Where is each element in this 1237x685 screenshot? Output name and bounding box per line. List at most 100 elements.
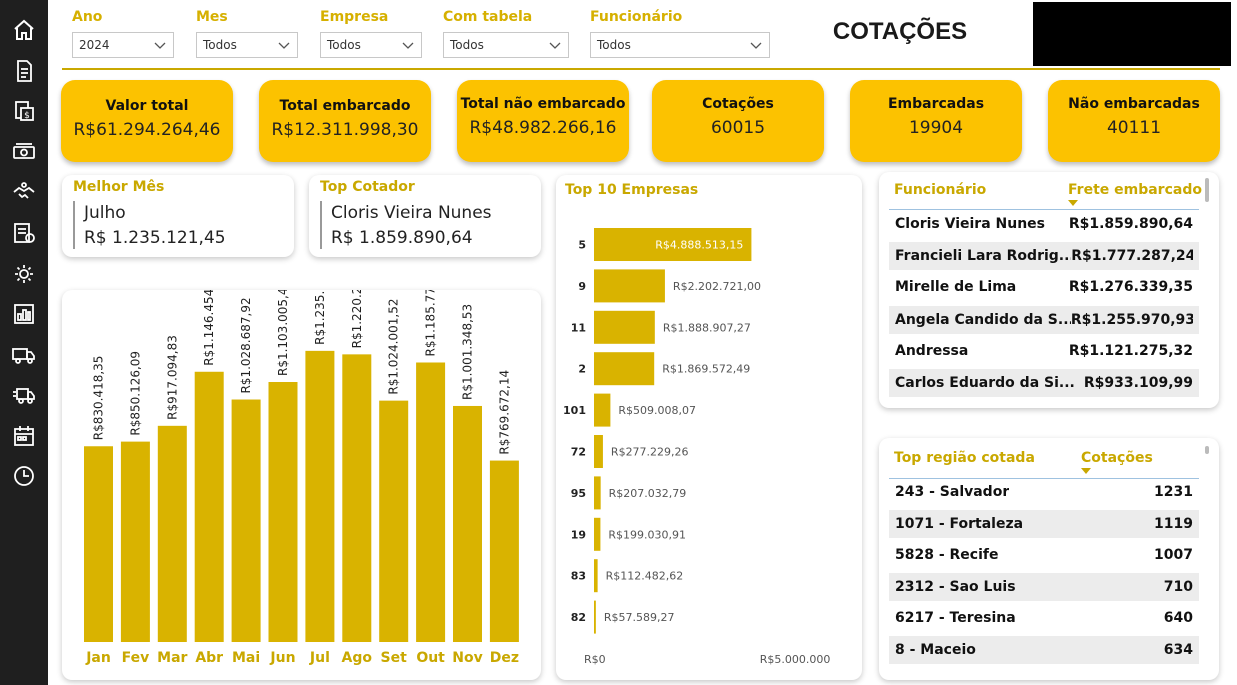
- sort-desc-icon[interactable]: [1081, 468, 1091, 474]
- gear-chart-icon[interactable]: [10, 260, 38, 288]
- bar-company-2[interactable]: [594, 352, 655, 386]
- bar-out[interactable]: [416, 362, 446, 642]
- data-label: R$1.146.454,06: [202, 290, 216, 366]
- filter-value: Todos: [327, 38, 361, 52]
- kpi-cotacoes: Cotações 60015: [652, 80, 824, 162]
- invoice-icon[interactable]: [10, 219, 38, 247]
- filter-empresa: Empresa Todos: [320, 6, 422, 58]
- data-label: R$1.220.291,06: [350, 290, 364, 348]
- column-header-region[interactable]: Top região cotada: [894, 450, 1035, 466]
- bar-company-9[interactable]: [594, 269, 665, 303]
- table-row[interactable]: Angela Candido da S... R$1.255.970,93: [889, 306, 1199, 334]
- kpi-label: Total não embarcado: [460, 96, 626, 112]
- filter-funcionario-select[interactable]: Todos: [590, 32, 770, 58]
- filter-com-tabela-select[interactable]: Todos: [443, 32, 569, 58]
- row-name: Cloris Vieira Nunes: [895, 216, 1045, 232]
- scrollbar[interactable]: [1205, 446, 1209, 454]
- bar-company-83[interactable]: [594, 559, 598, 593]
- bar-company-11[interactable]: [594, 310, 655, 344]
- row-value: 634: [1163, 642, 1193, 658]
- x-tick-label: Jan: [85, 650, 111, 666]
- filter-label: Mes: [196, 9, 228, 25]
- table-row[interactable]: Andressa R$1.121.275,32: [889, 337, 1199, 365]
- y-tick-label: 5: [578, 239, 586, 252]
- bar-mar[interactable]: [157, 425, 187, 642]
- filter-empresa-select[interactable]: Todos: [320, 32, 422, 58]
- table-row[interactable]: 2312 - Sao Luis 710: [889, 573, 1199, 601]
- data-label: R$207.032,79: [609, 487, 687, 500]
- money-doc-icon[interactable]: $: [10, 97, 38, 125]
- table-row[interactable]: 5828 - Recife 1007: [889, 541, 1199, 569]
- filter-label: Ano: [72, 9, 103, 25]
- svg-text:$: $: [24, 111, 30, 121]
- table-row[interactable]: 243 - Salvador 1231: [889, 478, 1199, 506]
- filter-label: Com tabela: [443, 9, 533, 25]
- bar-ago[interactable]: [342, 354, 372, 642]
- report-icon[interactable]: [10, 300, 38, 328]
- column-header-employee[interactable]: Funcionário: [894, 182, 987, 198]
- data-label: R$57.589,27: [604, 611, 675, 624]
- y-tick-label: 101: [563, 404, 586, 417]
- document-icon[interactable]: [10, 57, 38, 85]
- bar-company-95[interactable]: [594, 476, 601, 510]
- bar-fev[interactable]: [120, 441, 150, 642]
- card-divider: [320, 201, 322, 249]
- bar-nov[interactable]: [453, 405, 482, 642]
- best-month-name: Julho: [84, 203, 126, 223]
- monthly-chart-card: R$830.418,35 Jan R$850.126,09 Fev R$917.094,…: [62, 249, 541, 680]
- table-row[interactable]: Francieli Lara Rodrig... R$1.777.287,24: [889, 242, 1199, 270]
- bar-jan[interactable]: [84, 446, 113, 642]
- column-header-freight[interactable]: Frete embarcado: [1068, 182, 1202, 198]
- table-row[interactable]: 6217 - Teresina 640: [889, 604, 1199, 632]
- table-row[interactable]: Cloris Vieira Nunes R$1.859.890,64: [889, 210, 1199, 238]
- x-tick-label: Ago: [342, 650, 373, 666]
- bar-company-72[interactable]: [594, 435, 603, 468]
- filter-com-tabela: Com tabela Todos: [443, 6, 569, 58]
- chevron-down-icon: [278, 42, 290, 49]
- filter-mes-select[interactable]: Todos: [196, 32, 298, 58]
- data-label: R$1.103.005,44: [276, 290, 290, 376]
- column-header-quotes[interactable]: Cotações: [1081, 450, 1153, 466]
- row-value: R$1.255.970,93: [1070, 312, 1193, 328]
- table-row[interactable]: 8 - Maceio 634: [889, 636, 1199, 664]
- truck-fast-icon[interactable]: [10, 381, 38, 409]
- bar-abr[interactable]: [194, 371, 224, 642]
- truck-icon[interactable]: [10, 341, 38, 369]
- top-quoter-name: Cloris Vieira Nunes: [331, 203, 492, 223]
- filter-label: Empresa: [320, 9, 389, 25]
- data-label: R$1.024.001,52: [387, 298, 401, 394]
- sort-desc-icon[interactable]: [1068, 200, 1078, 206]
- y-tick-label: 82: [571, 611, 586, 624]
- table-row[interactable]: Carlos Eduardo da Si... R$933.109,99: [889, 369, 1199, 397]
- x-tick-label: R$0: [584, 653, 606, 666]
- bar-company-5[interactable]: [594, 228, 752, 261]
- best-month-value: R$ 1.235.121,45: [84, 228, 226, 248]
- regions-table-card: Top região cotada Cotações 243 - Salvado…: [879, 438, 1219, 680]
- cash-icon[interactable]: [10, 138, 38, 166]
- bar-mai[interactable]: [231, 399, 261, 642]
- row-value: 640: [1163, 610, 1193, 626]
- bar-dez[interactable]: [489, 460, 519, 642]
- kpi-valor-total: Valor total R$61.294.264,46: [61, 80, 233, 162]
- data-label: R$277.229,26: [611, 446, 689, 459]
- table-row[interactable]: Mirelle de Lima R$1.276.339,35: [889, 273, 1199, 301]
- table-row[interactable]: 1071 - Fortaleza 1119: [889, 510, 1199, 538]
- x-tick-label: Abr: [195, 650, 223, 666]
- handshake-icon[interactable]: [10, 178, 38, 206]
- bar-company-82[interactable]: [594, 600, 596, 634]
- page-title: COTAÇÕES: [832, 18, 968, 45]
- bar-company-101[interactable]: [594, 393, 611, 427]
- bar-jul[interactable]: [305, 350, 335, 642]
- row-name: 1071 - Fortaleza: [895, 516, 1024, 532]
- data-label: R$2.202.721,00: [673, 280, 761, 293]
- filter-ano: Ano 2024: [72, 6, 174, 58]
- bar-set[interactable]: [379, 400, 409, 642]
- filter-ano-select[interactable]: 2024: [72, 32, 174, 58]
- calendar-icon[interactable]: [10, 422, 38, 450]
- home-icon[interactable]: [10, 16, 38, 44]
- bar-company-19[interactable]: [594, 517, 601, 551]
- clock-chart-icon[interactable]: [10, 462, 38, 490]
- kpi-nao-embarcadas: Não embarcadas 40111: [1048, 80, 1220, 162]
- scrollbar[interactable]: [1205, 178, 1209, 202]
- bar-jun[interactable]: [268, 382, 298, 642]
